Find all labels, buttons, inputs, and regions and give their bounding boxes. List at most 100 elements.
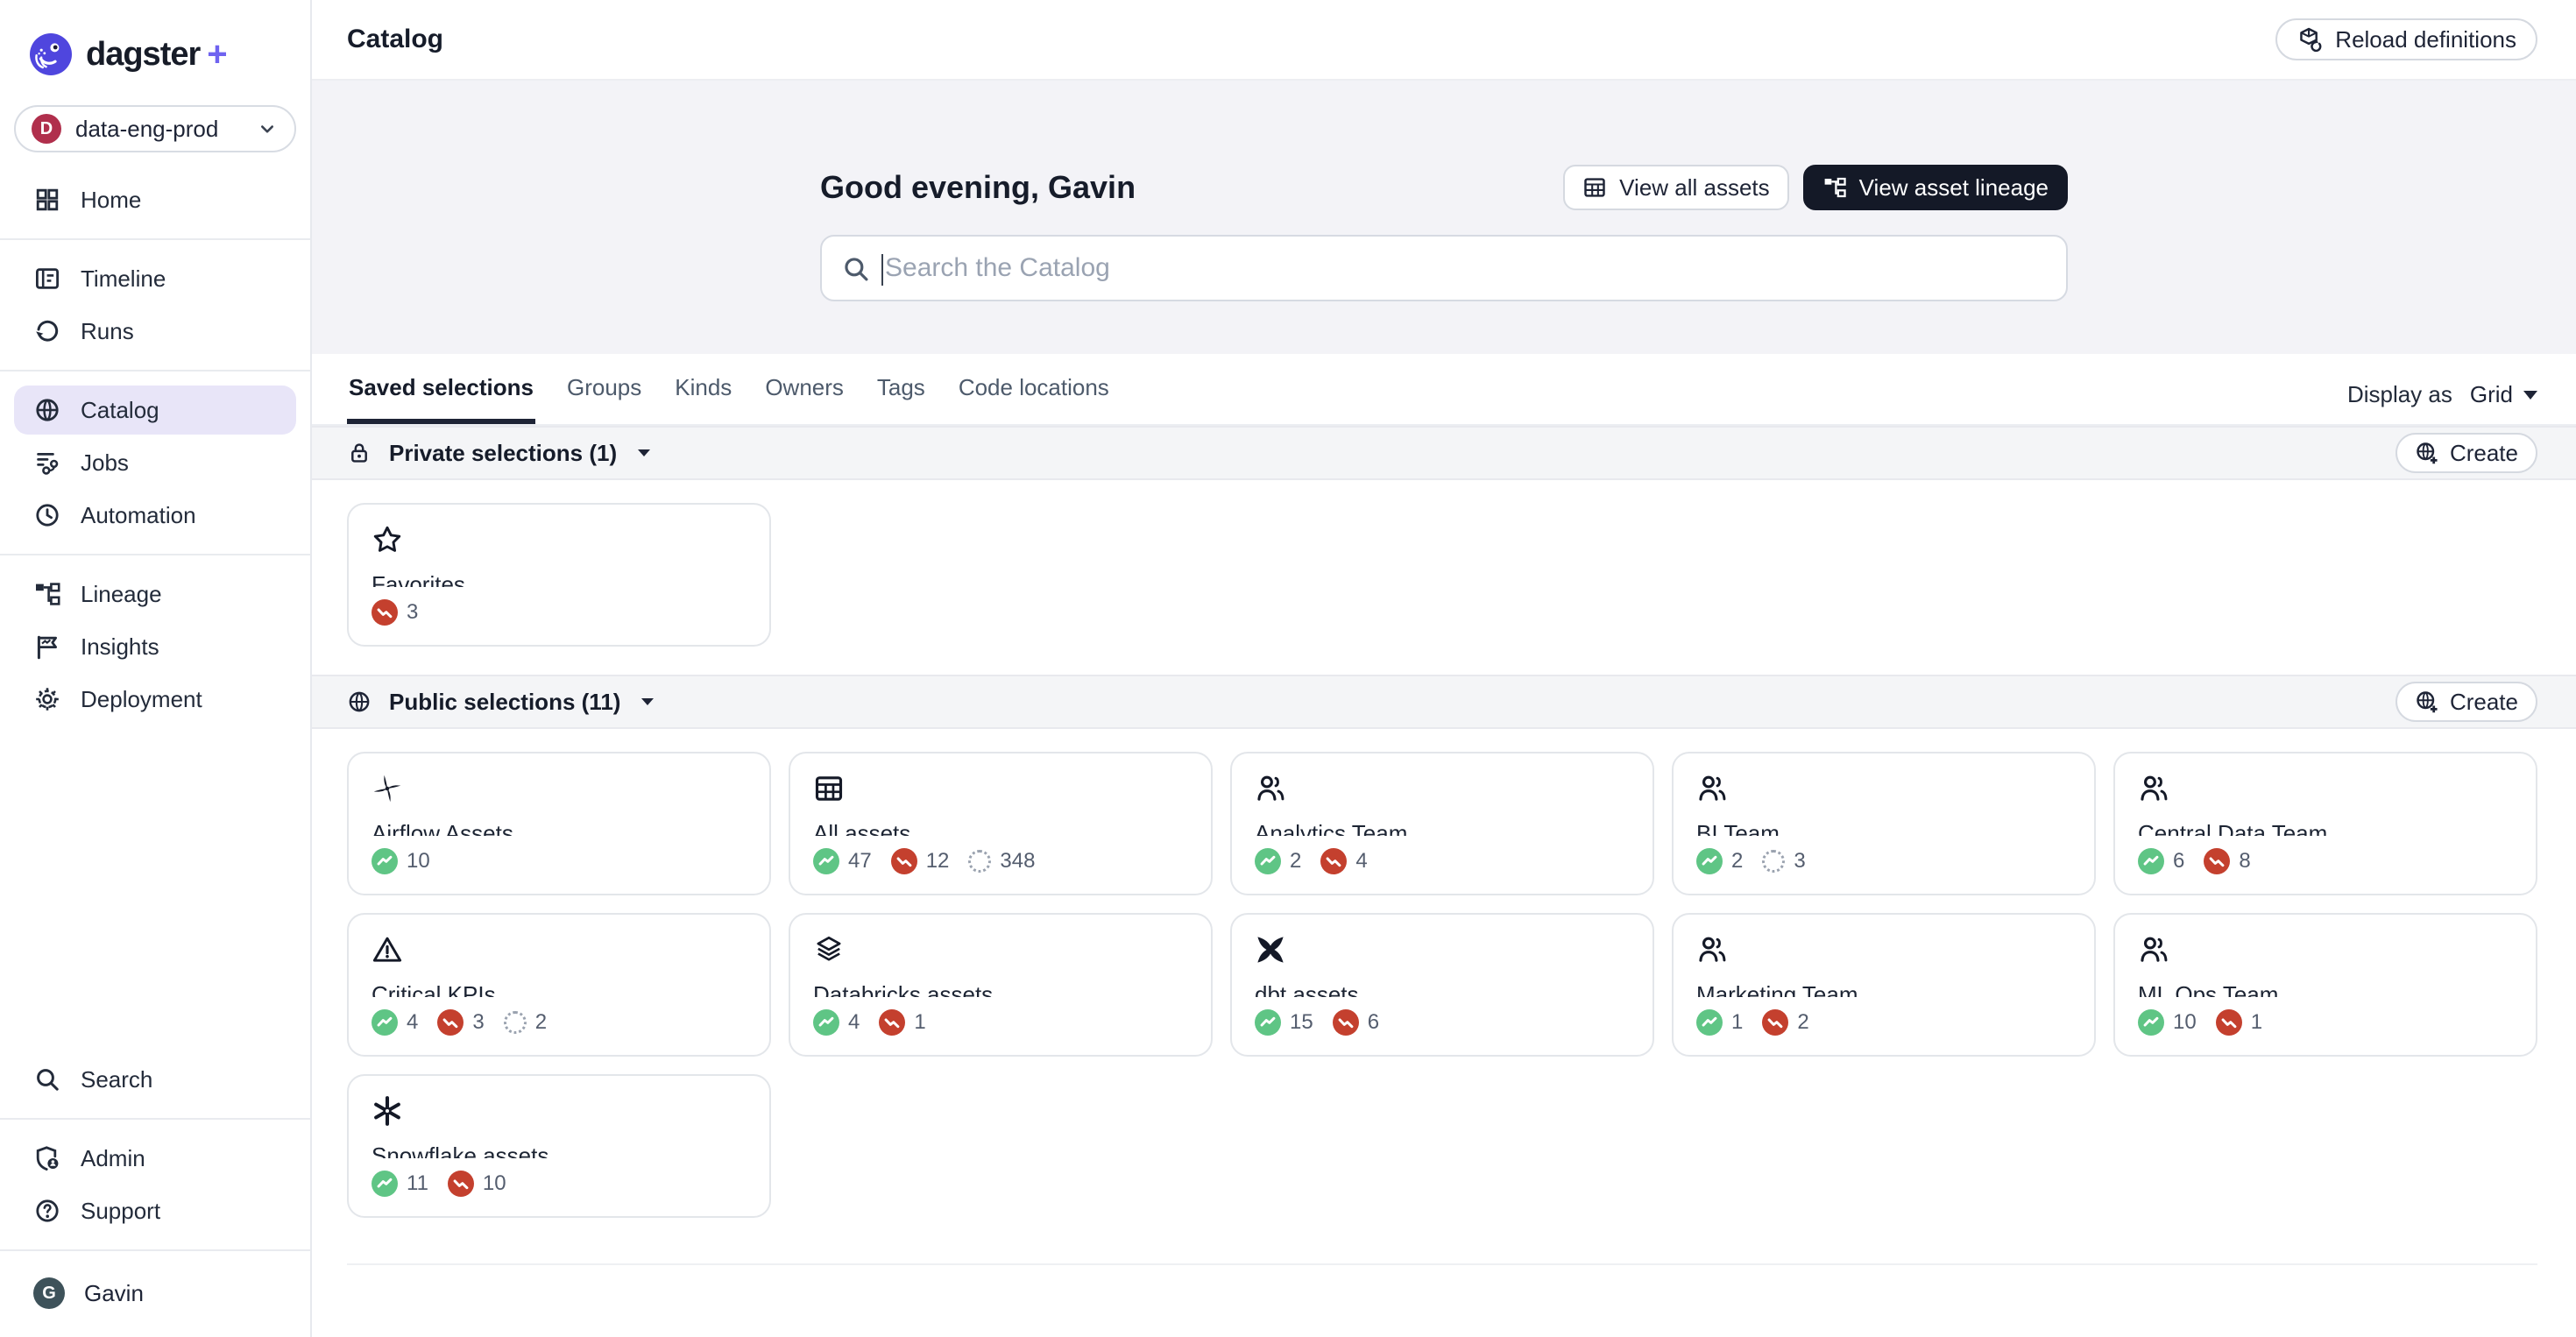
display-as-label: Display as [2346,381,2452,407]
brand: dagster + [0,21,310,102]
selection-card-ml-ops-team[interactable]: ML Ops Team 10 1 [2113,913,2537,1057]
selection-card-airflow-assets[interactable]: Airflow Assets 10 [347,752,771,895]
star-icon [372,524,403,555]
materialized-icon [372,1171,398,1197]
failed-badge: 2 [1762,1009,1809,1036]
public-selections-bar: Public selections (11) Create [312,675,2576,729]
sidebar-item-timeline[interactable]: Timeline [14,254,296,303]
tab-kinds[interactable]: Kinds [675,374,732,400]
selection-card-databricks-assets[interactable]: Databricks assets 4 1 [789,913,1213,1057]
brand-plus-icon: + [207,34,228,74]
user-avatar: G [33,1277,65,1309]
materialized-badge: 4 [372,1009,418,1036]
selection-card-central-data-team[interactable]: Central Data Team 6 8 [2113,752,2537,895]
create-public-selection-button[interactable]: Create [2395,682,2537,722]
reload-definitions-button[interactable]: Reload definitions [2275,18,2537,60]
tab-tags[interactable]: Tags [876,374,925,400]
failed-icon [2215,1009,2242,1036]
selection-card-analytics-team[interactable]: Analytics Team 2 4 [1230,752,1654,895]
sidebar-item-label: Timeline [81,265,166,292]
sidebar-item-catalog[interactable]: Catalog [14,386,296,435]
materialized-icon [372,1009,398,1036]
materialized-badge: 1 [1696,1009,1743,1036]
caret-down-icon [2523,390,2537,400]
sidebar-item-jobs[interactable]: Jobs [14,438,296,487]
sidebar-item-deployment[interactable]: Deployment [14,675,296,724]
selection-card-favorites[interactable]: Favorites 3 [347,503,771,647]
card-title: Favorites [372,571,465,587]
materialized-badge: 4 [813,1009,860,1036]
card-badges: 4 1 [813,1009,1188,1036]
sidebar-item-insights[interactable]: Insights [14,622,296,671]
collapse-caret-icon[interactable] [641,698,655,705]
deployment-avatar: D [32,114,61,144]
display-as: Display as Grid [2347,381,2537,424]
sidebar-nav: Home Timeline Runs Catalog Jobs [0,173,310,725]
card-title: ML Ops Team [2138,981,2279,997]
deployment-name: data-eng-prod [75,115,219,142]
sidebar-item-label: Search [81,1065,153,1093]
card-title: Marketing Team [1696,981,1858,997]
selection-card-all-assets[interactable]: All assets 47 12 348 [789,752,1213,895]
card-title: Airflow Assets [372,820,513,836]
sidebar-item-support[interactable]: Support [14,1186,296,1235]
selection-card-dbt-assets[interactable]: dbt assets 15 6 [1230,913,1654,1057]
card-badges: 3 [372,599,747,626]
sidebar-item-automation[interactable]: Automation [14,491,296,540]
airflow-icon [372,773,403,804]
failed-badge: 8 [2204,848,2251,874]
selection-card-critical-kpis[interactable]: Critical KPIs 4 3 2 [347,913,771,1057]
missing-badge: 2 [503,1010,547,1035]
display-as-value: Grid [2469,381,2513,407]
display-as-select[interactable]: Grid [2470,381,2537,408]
divider [0,1118,310,1120]
failed-icon [890,848,917,874]
sidebar-item-lineage[interactable]: Lineage [14,569,296,619]
view-all-assets-button[interactable]: View all assets [1563,165,1789,210]
materialized-icon [1255,848,1281,874]
dbt-icon [1255,934,1286,966]
sidebar-item-runs[interactable]: Runs [14,307,296,356]
failed-badge: 12 [890,848,949,874]
globe-plus-icon [2415,441,2439,465]
selection-card-marketing-team[interactable]: Marketing Team 1 2 [1672,913,2096,1057]
sidebar-item-label: Automation [81,501,196,528]
tab-owners[interactable]: Owners [765,374,844,400]
collapse-caret-icon[interactable] [638,449,651,456]
view-asset-lineage-label: View asset lineage [1858,173,2049,201]
tab-code-locations[interactable]: Code locations [958,374,1109,400]
materialized-badge: 10 [372,848,430,874]
card-badges: 6 8 [2138,848,2513,874]
reload-definitions-icon [2296,26,2323,53]
team-icon [1696,934,1728,966]
failed-icon [447,1171,474,1197]
deployment-selector[interactable]: D data-eng-prod [14,105,296,152]
dagster-logo-icon [28,32,74,77]
sidebar-item-search[interactable]: Search [14,1055,296,1104]
sidebar-item-label: Support [81,1197,161,1224]
sidebar-item-home[interactable]: Home [14,175,296,224]
materialized-badge: 11 [372,1171,428,1197]
user-menu[interactable]: G Gavin [14,1267,296,1319]
materialized-icon [2138,848,2164,874]
missing-icon [968,850,992,873]
team-icon [1255,773,1286,804]
failed-icon [1762,1009,1789,1036]
tab-groups[interactable]: Groups [567,374,642,400]
tab-saved-selections[interactable]: Saved selections [347,374,535,424]
view-asset-lineage-button[interactable]: View asset lineage [1802,165,2068,210]
failed-badge: 1 [879,1009,926,1036]
selection-card-bi-team[interactable]: BI Team 2 3 [1672,752,2096,895]
lineage-icon [1822,175,1847,200]
create-private-selection-button[interactable]: Create [2395,433,2537,473]
team-icon [2138,934,2169,966]
sidebar-item-label: Catalog [81,396,159,423]
section-title: Private selections (1) [389,439,618,466]
divider [0,1249,310,1251]
snowflake-icon [372,1095,403,1127]
selection-card-snowflake-assets[interactable]: Snowflake assets 11 10 [347,1074,771,1218]
sidebar-item-admin[interactable]: Admin [14,1134,296,1183]
search-input[interactable] [822,237,2066,300]
failed-icon [2204,848,2231,874]
